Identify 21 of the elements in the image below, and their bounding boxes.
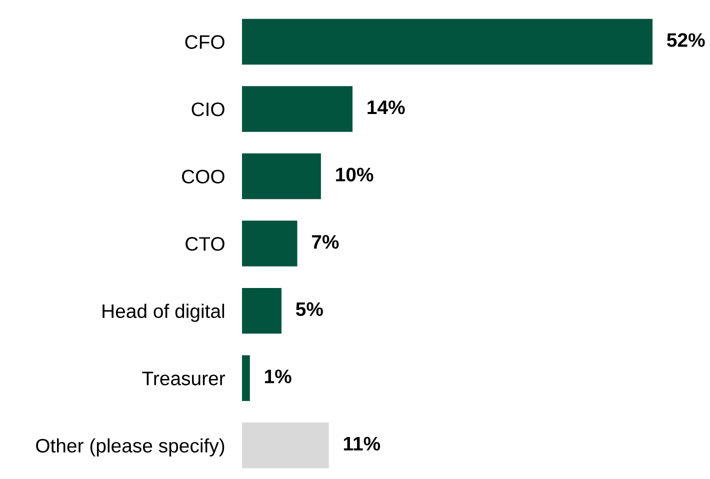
- y-tick-label: CFO: [185, 35, 224, 49]
- data-label: 10%: [336, 168, 374, 182]
- data-label: 52%: [667, 33, 705, 47]
- bar: [242, 422, 329, 468]
- bar: [242, 153, 321, 200]
- y-tick-label: Other (please specify): [36, 438, 224, 456]
- y-tick-label: COO: [182, 170, 224, 184]
- y-tick-label: CTO: [186, 237, 224, 251]
- y-tick-label: Head of digital: [102, 304, 224, 322]
- bar: [242, 288, 282, 334]
- data-label: 7%: [312, 235, 339, 249]
- data-label: 11%: [344, 436, 380, 451]
- data-label: 1%: [265, 370, 292, 384]
- data-label: 5%: [296, 302, 323, 316]
- bar: [242, 220, 298, 266]
- y-tick-label: CIO: [192, 102, 224, 116]
- data-label: 14%: [368, 100, 405, 114]
- y-tick-label: Treasurer: [142, 372, 226, 386]
- bar: [242, 18, 653, 65]
- bar: [242, 86, 353, 132]
- bar: [242, 355, 250, 401]
